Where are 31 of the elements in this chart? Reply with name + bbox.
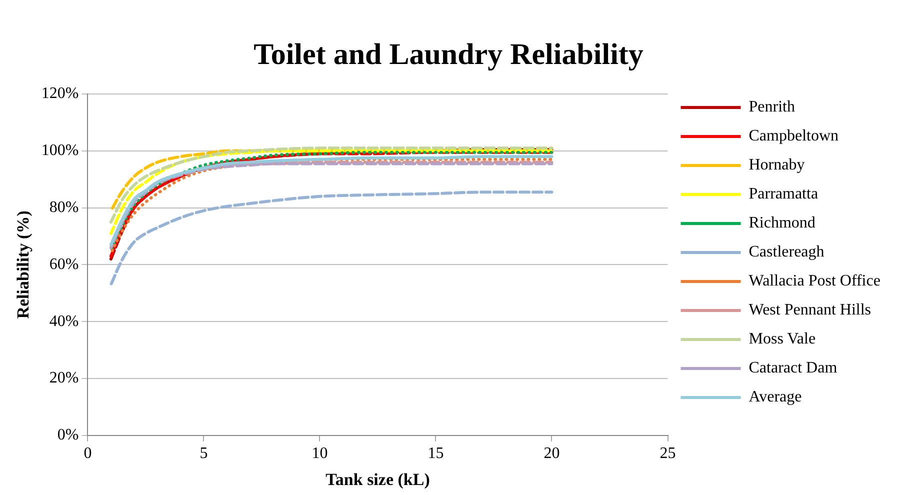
y-tick-label: 40% xyxy=(49,312,79,330)
x-tick-label: 0 xyxy=(84,445,92,462)
legend-label: Cataract Dam xyxy=(748,360,838,377)
y-axis-title: Reliability (%) xyxy=(14,210,33,319)
legend-label: Campbeltown xyxy=(748,128,839,145)
chart-title: Toilet and Laundry Reliability xyxy=(254,38,644,71)
y-tick-label: 80% xyxy=(49,199,79,216)
line-series xyxy=(109,190,554,286)
x-axis-title: Tank size (kL) xyxy=(326,470,430,490)
x-tick-label: 15 xyxy=(428,445,444,462)
y-tick-label: 120% xyxy=(41,85,79,102)
y-tick-label: 60% xyxy=(49,256,79,273)
x-tick-label: 20 xyxy=(544,445,560,462)
line-series xyxy=(109,146,554,224)
y-tick-label: 20% xyxy=(49,370,79,387)
x-tick-label: 10 xyxy=(312,445,328,462)
legend-label: Moss Vale xyxy=(748,330,816,348)
legend-label: Wallacia Post Office xyxy=(748,272,880,290)
legend-label: Average xyxy=(748,388,802,406)
y-tick-label: 0% xyxy=(57,426,79,444)
legend-label: Hornaby xyxy=(748,156,805,174)
legend-label: West Pennant Hills xyxy=(748,302,872,319)
legend-label: Parramatta xyxy=(748,186,818,203)
y-tick-label: 100% xyxy=(41,142,79,160)
x-tick-label: 5 xyxy=(200,445,208,462)
legend-label: Castlereagh xyxy=(748,244,824,261)
line-series xyxy=(109,149,554,235)
legend-label: Penrith xyxy=(748,98,795,116)
x-tick-label: 25 xyxy=(660,445,676,462)
line-series xyxy=(109,149,554,212)
legend-label: Richmond xyxy=(748,214,816,232)
